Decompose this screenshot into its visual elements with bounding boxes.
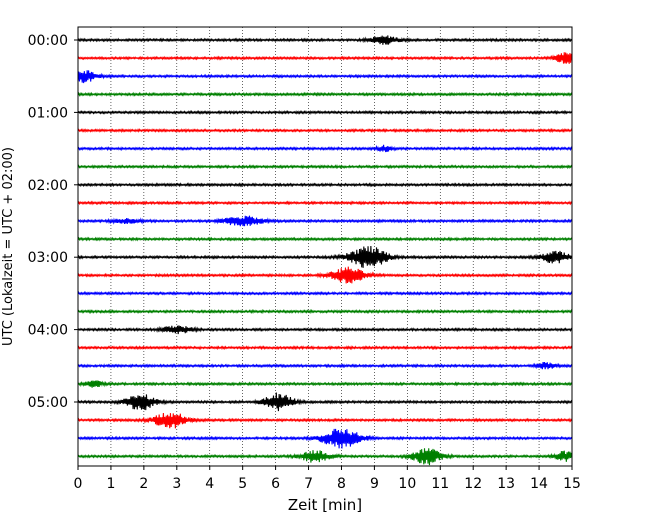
- trace-0130: [77, 144, 573, 153]
- x-axis-label: Zeit [min]: [288, 496, 362, 514]
- y-tick-label: 01:00: [28, 105, 68, 121]
- x-tick-label: 7: [304, 476, 313, 492]
- trace-0445: [77, 380, 573, 388]
- trace-0400: [77, 325, 573, 335]
- trace-0015: [77, 52, 573, 64]
- vertical-grid: [110, 27, 540, 466]
- plot-frame: [77, 26, 573, 467]
- x-tick-label: 8: [337, 476, 346, 492]
- x-tick-label: 12: [464, 476, 482, 492]
- trace-0030: [77, 70, 573, 84]
- trace-0245: [77, 236, 573, 242]
- traces: [77, 35, 573, 466]
- y-tick-label: 04:00: [28, 323, 68, 339]
- x-tick-label: 3: [172, 476, 181, 492]
- x-tick-label: 13: [497, 476, 515, 492]
- trace-0530: [77, 428, 573, 449]
- x-tick-label: 15: [563, 476, 581, 492]
- trace-0415: [77, 345, 573, 351]
- x-tick-label: 0: [74, 476, 83, 492]
- y-tick-label: 03:00: [28, 250, 68, 266]
- trace-0100: [77, 109, 573, 115]
- trace-0315: [77, 266, 573, 284]
- trace-0045: [77, 91, 573, 97]
- trace-0545: [77, 448, 573, 466]
- x-tick-label: 2: [139, 476, 148, 492]
- trace-0145: [77, 164, 573, 170]
- trace-0115: [77, 127, 573, 134]
- trace-0515: [77, 413, 573, 429]
- y-tick-label: 00:00: [28, 33, 68, 49]
- x-tick-label: 10: [398, 476, 416, 492]
- x-tick-label: 14: [530, 476, 548, 492]
- x-tick-label: 4: [205, 476, 214, 492]
- trace-0000: [77, 35, 573, 45]
- trace-0300: [77, 245, 573, 268]
- trace-0330: [77, 290, 573, 296]
- x-axis-ticks: 0 1 2 3 4 5 6 7 8 9 10 11 12 13 14 15: [74, 466, 581, 492]
- trace-0345: [77, 308, 573, 315]
- trace-0430: [77, 361, 573, 370]
- x-tick-label: 11: [431, 476, 449, 492]
- trace-0200: [77, 182, 573, 188]
- trace-0230: [77, 215, 573, 227]
- trace-0215: [77, 200, 573, 206]
- y-tick-label: 02:00: [28, 178, 68, 194]
- x-tick-label: 6: [271, 476, 280, 492]
- x-tick-label: 1: [106, 476, 115, 492]
- x-tick-label: 9: [370, 476, 379, 492]
- y-axis-ticks: 00:00 01:00 02:00 03:00 04:00 05:00: [28, 33, 78, 411]
- y-tick-label: 05:00: [28, 395, 68, 411]
- x-tick-label: 5: [238, 476, 247, 492]
- y-axis-label: UTC (Lokalzeit = UTC + 02:00): [1, 147, 16, 346]
- trace-0500: [77, 392, 573, 412]
